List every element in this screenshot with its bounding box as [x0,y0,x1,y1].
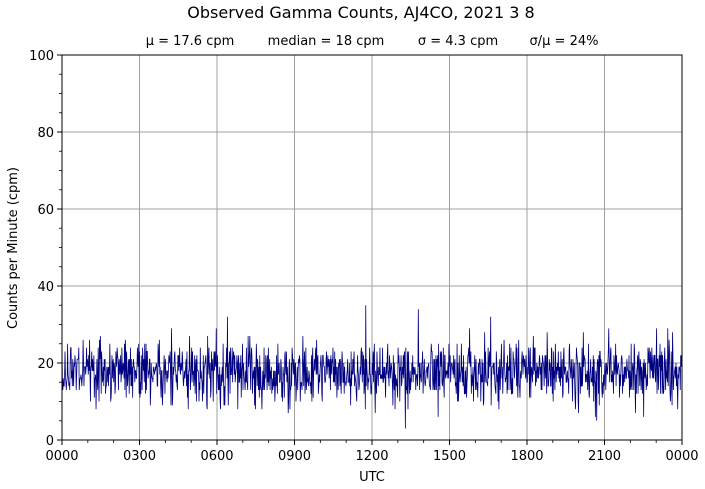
chart-title: Observed Gamma Counts, AJ4CO, 2021 3 8 [187,3,534,22]
y-tick-label: 40 [37,280,54,295]
series-layer [61,305,683,429]
x-tick-label: 2100 [588,449,621,464]
stat-cv: σ/μ = 24% [530,34,599,49]
stats-subtitle: μ = 17.6 cpm median = 18 cpm σ = 4.3 cpm… [146,34,599,49]
x-tick-label: 0300 [123,449,156,464]
y-tick-label: 80 [37,126,54,141]
stat-mean: μ = 17.6 cpm [146,34,235,49]
x-tick-label: 0000 [45,449,78,464]
x-axis-label: UTC [359,470,385,485]
x-tick-label: 1200 [355,449,388,464]
y-tick-label: 20 [37,357,54,372]
stat-sigma: σ = 4.3 cpm [418,34,498,49]
series-line [61,305,683,429]
x-tick-label: 0000 [665,449,698,464]
y-axis-ticks: 0 20 40 60 80 100 [29,49,62,449]
x-tick-label: 0900 [278,449,311,464]
y-tick-label: 100 [29,49,54,64]
x-axis-ticks: 0000 0300 0600 0900 1200 1500 1800 2100 0000 [45,440,699,464]
y-axis-label: Counts per Minute (cpm) [6,167,21,329]
stat-median: median = 18 cpm [268,34,385,49]
y-tick-label: 0 [46,434,54,449]
x-tick-label: 1800 [510,449,543,464]
y-tick-label: 60 [37,203,54,218]
x-tick-label: 1500 [433,449,466,464]
x-tick-label: 0600 [200,449,233,464]
